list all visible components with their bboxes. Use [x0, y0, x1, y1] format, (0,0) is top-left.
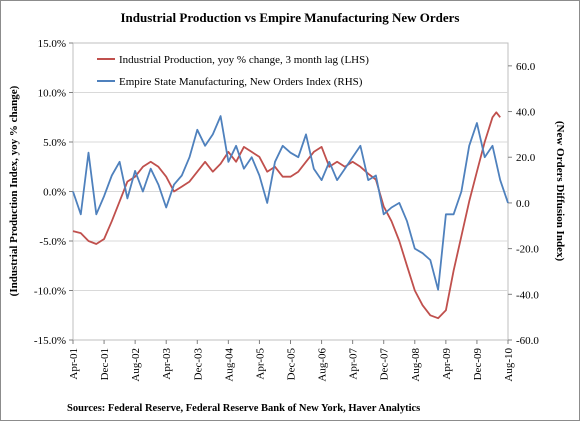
source-note: Sources: Federal Reserve, Federal Reserv…: [67, 403, 420, 414]
right-axis-tick-label: -20.0: [516, 244, 539, 256]
series-line-industrial-production: [72, 111, 501, 320]
x-axis-tick-label: Aug-06: [317, 348, 329, 382]
left-axis-tick-label: 15.0%: [38, 38, 66, 50]
right-axis-tick-label: 20.0: [516, 152, 536, 164]
x-axis-tick-label: Dec-03: [192, 348, 204, 381]
legend-label-industrial-production: Industrial Production, yoy % change, 3 m…: [119, 54, 369, 66]
series-layer: [72, 111, 509, 320]
right-axis: 60.0 40.0 20.0 0.0 -20.0 -40.0 -60.0: [508, 61, 539, 347]
x-axis: Apr-01 Dec-01 Aug-02 Apr-03 Dec-03 Aug-04 Apr-…: [68, 340, 515, 382]
x-axis-tick-label: Aug-08: [410, 348, 422, 382]
x-axis-tick-label: Dec-09: [472, 348, 484, 381]
x-axis-tick-label: Aug-10: [503, 348, 515, 382]
left-axis-tick-label: 10.0%: [38, 88, 66, 100]
x-axis-tick-label: Apr-09: [441, 348, 453, 380]
legend-label-empire-state: Empire State Manufacturing, New Orders I…: [119, 76, 363, 88]
right-axis-tick-label: 0.0: [516, 198, 530, 210]
x-axis-tick-label: Dec-01: [99, 348, 111, 380]
left-axis-tick-label: -5.0%: [39, 236, 66, 248]
right-axis-title: (New Orders Diffusion Index): [554, 121, 566, 262]
x-axis-tick-label: Apr-01: [68, 348, 80, 380]
x-axis-tick-label: Apr-03: [161, 348, 173, 380]
left-axis-title: (Industrial Production Index, yoy % chan…: [8, 85, 20, 296]
left-axis: 15.0% 10.0% 5.0% 0.0% -5.0% -10.0% -15.0%: [34, 38, 73, 347]
left-axis-tick-label: 5.0%: [43, 137, 66, 149]
right-axis-tick-label: 60.0: [516, 61, 536, 73]
gridlines: [73, 92, 508, 291]
right-axis-tick-label: 40.0: [516, 107, 536, 119]
legend: Industrial Production, yoy % change, 3 m…: [97, 54, 369, 88]
x-axis-tick-label: Apr-07: [348, 348, 360, 380]
chart-title: Industrial Production vs Empire Manufact…: [121, 10, 460, 25]
left-axis-tick-label: -10.0%: [34, 286, 66, 298]
right-axis-tick-label: -60.0: [516, 335, 539, 347]
x-axis-tick-label: Apr-05: [254, 348, 266, 380]
left-axis-tick-label: -15.0%: [34, 335, 66, 347]
left-axis-tick-label: 0.0%: [43, 187, 66, 199]
x-axis-tick-label: Aug-04: [223, 348, 235, 382]
series-line-empire-state: [72, 115, 509, 291]
right-axis-tick-label: -40.0: [516, 289, 539, 301]
x-axis-tick-label: Aug-02: [130, 348, 142, 382]
x-axis-tick-label: Dec-05: [286, 348, 298, 381]
x-axis-tick-label: Dec-07: [379, 348, 391, 381]
